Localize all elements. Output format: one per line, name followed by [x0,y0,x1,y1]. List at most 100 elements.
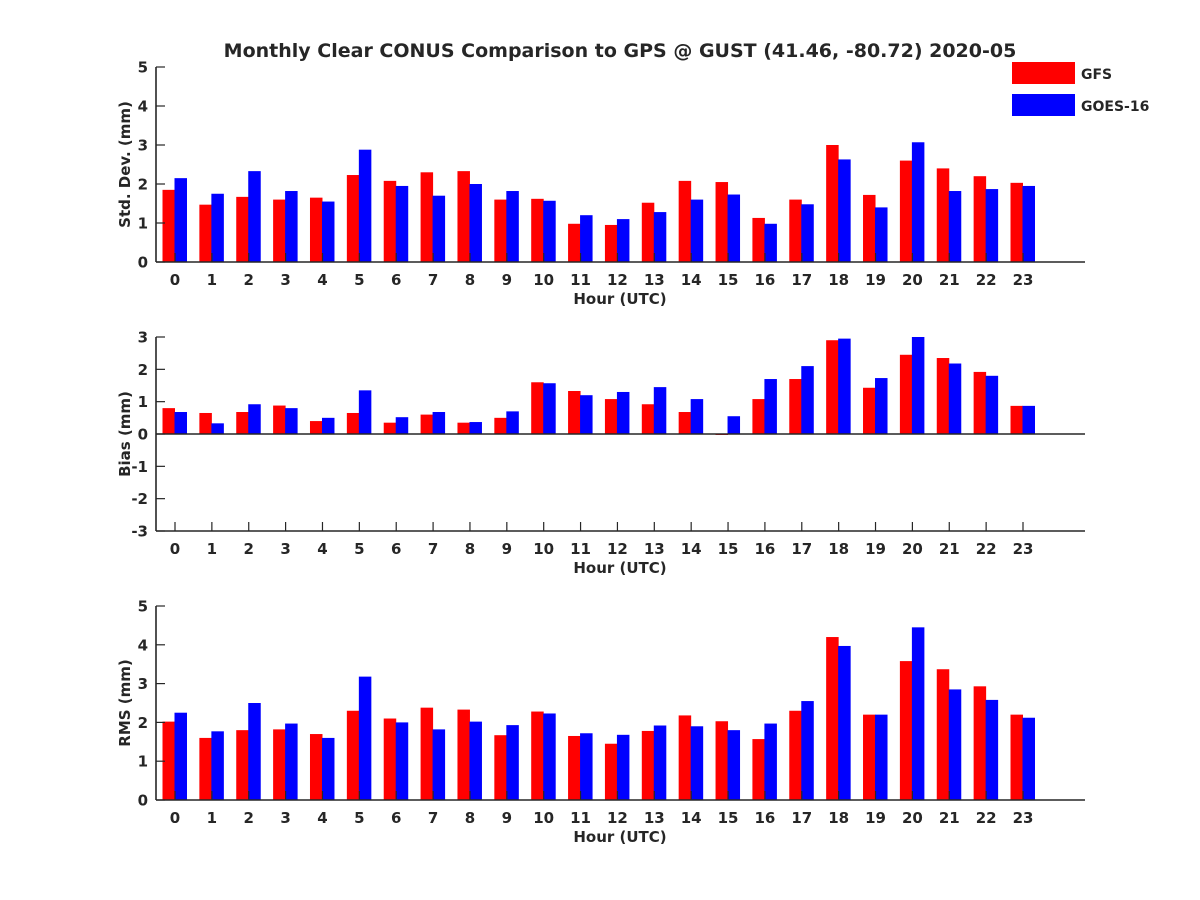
std-dev-x-tick-label: 2 [244,271,254,289]
std-dev-bar-goes16-0 [174,178,187,262]
bias-bar-gfs-11 [568,391,581,434]
std-dev-bar-gfs-12 [604,224,618,262]
bias-x-tick-label: 16 [754,540,775,558]
std-dev-bar-gfs-21 [936,168,950,262]
std-dev-bar-gfs-9 [494,199,507,262]
rms-x-tick-label: 5 [354,809,364,827]
std-dev-y-axis-label: Std. Dev. (mm) [116,101,134,228]
bias-y-tick-label: -1 [131,458,148,476]
rms-bar-gfs-17 [789,710,802,800]
rms-bar-gfs-1 [199,737,212,800]
rms-bar-gfs-8 [457,709,470,800]
bias-y-tick-label: 3 [138,329,148,347]
bias-bar-goes16-16 [764,379,777,434]
bias-bar-goes16-9 [506,411,519,434]
std-dev-bar-gfs-5 [346,175,360,262]
rms-x-tick-label: 21 [939,809,960,827]
std-dev-bar-goes16-11 [580,215,593,262]
rms-bar-gfs-11 [568,735,581,800]
rms-x-tick-label: 7 [428,809,438,827]
std-dev-bar-gfs-16 [752,217,765,262]
bias-bar-goes16-4 [321,417,335,434]
rms-x-tick-label: 11 [570,809,591,827]
rms-x-tick-label: 12 [607,809,628,827]
bias-x-tick-label: 14 [681,540,702,558]
std-dev-x-tick-label: 13 [644,271,665,289]
std-dev-x-tick-label: 16 [754,271,775,289]
rms-bar-gfs-15 [715,721,729,800]
bias-y-tick-label: -2 [131,490,148,508]
std-dev-x-tick-label: 20 [902,271,923,289]
rms-bar-goes16-6 [395,722,409,800]
std-dev-x-tick-label: 21 [939,271,960,289]
bias-bar-gfs-1 [199,412,212,434]
rms-bar-goes16-14 [690,726,704,800]
bias-bar-goes16-19 [875,378,888,434]
bias-bar-gfs-6 [383,422,397,434]
std-dev-bar-gfs-6 [383,180,397,262]
std-dev-bar-goes16-16 [764,223,777,262]
std-dev-bar-goes16-22 [985,189,999,262]
bias-y-tick-label: 0 [138,426,148,444]
bias-x-tick-label: 12 [607,540,628,558]
rms-x-tick-label: 9 [502,809,512,827]
bias-x-tick-label: 4 [317,540,327,558]
std-dev-bar-goes16-9 [506,191,519,262]
rms-bar-gfs-21 [936,669,950,800]
legend: GFS GOES-16 [1012,62,1149,116]
bias-bar-gfs-17 [789,379,802,434]
rms-x-tick-label: 22 [976,809,997,827]
bias-x-tick-label: 17 [791,540,812,558]
std-dev-bar-gfs-2 [236,196,249,262]
legend-swatch-goes16 [1012,94,1075,116]
rms-y-tick-label: 3 [138,675,148,693]
bias-x-tick-label: 8 [465,540,475,558]
std-dev-bar-goes16-1 [211,193,224,262]
std-dev-bar-goes16-6 [395,185,409,262]
rms-bar-gfs-10 [531,711,544,800]
std-dev-x-tick-label: 7 [428,271,438,289]
std-dev-bar-goes16-17 [801,204,814,262]
legend-label-goes16: GOES-16 [1081,99,1149,115]
std-dev-bar-goes16-8 [469,184,482,262]
rms-bar-gfs-5 [346,710,360,800]
bias-bar-goes16-3 [285,408,298,434]
rms-x-tick-label: 20 [902,809,923,827]
std-dev-x-tick-label: 18 [828,271,849,289]
bias-y-tick-label: 2 [138,361,148,379]
rms-bar-goes16-10 [543,713,556,800]
bias-bar-goes16-14 [690,399,704,434]
std-dev-bar-gfs-22 [973,176,987,262]
bias-x-tick-label: 7 [428,540,438,558]
bias-bar-gfs-19 [863,387,876,434]
std-dev-x-tick-label: 6 [391,271,401,289]
std-dev-bar-gfs-4 [309,197,323,262]
rms-bar-goes16-12 [616,734,630,800]
std-dev-x-tick-label: 14 [681,271,702,289]
rms-y-tick-label: 5 [138,598,148,616]
legend-label-gfs: GFS [1081,67,1112,83]
std-dev-bar-gfs-10 [531,198,544,262]
rms-bar-goes16-5 [358,676,372,800]
std-dev-x-tick-label: 11 [570,271,591,289]
bias-bar-goes16-17 [801,366,814,434]
bias-bar-gfs-8 [457,422,470,434]
std-dev-bar-goes16-12 [616,219,630,262]
rms-y-tick-label: 2 [138,714,148,732]
rms-bar-gfs-19 [863,714,876,800]
rms-bar-goes16-13 [653,725,667,800]
std-dev-bar-goes16-2 [248,171,261,262]
std-dev-x-tick-label: 22 [976,271,997,289]
bias-bar-gfs-16 [752,399,765,434]
bias-x-tick-label: 5 [354,540,364,558]
rms-bar-gfs-0 [162,721,175,800]
rms-bar-gfs-7 [420,707,434,800]
rms-bar-goes16-16 [764,723,777,800]
std-dev-bar-gfs-3 [273,199,286,262]
bias-y-axis-label: Bias (mm) [116,391,134,477]
std-dev-bar-goes16-10 [543,200,556,262]
std-dev-bar-gfs-23 [1010,182,1023,262]
rms-bar-goes16-11 [580,733,593,800]
